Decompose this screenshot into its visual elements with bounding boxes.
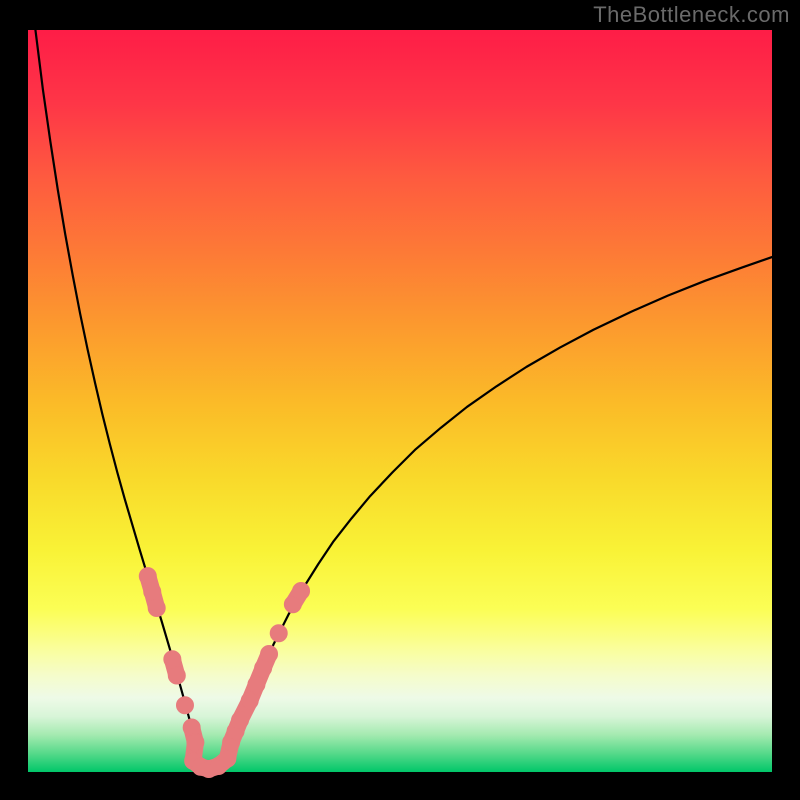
data-point <box>168 667 185 684</box>
data-point <box>139 568 156 585</box>
data-point <box>148 600 165 617</box>
bottleneck-chart <box>0 0 800 800</box>
bottleneck-curve <box>35 30 772 768</box>
data-point <box>219 750 236 767</box>
data-point <box>183 719 200 736</box>
data-point <box>144 583 161 600</box>
data-point <box>270 625 287 642</box>
data-point <box>164 651 181 668</box>
data-point <box>261 646 278 663</box>
data-point <box>248 676 265 693</box>
data-point <box>232 712 249 729</box>
data-point <box>187 734 204 751</box>
data-point <box>293 582 310 599</box>
data-point <box>241 692 258 709</box>
data-point <box>176 697 193 714</box>
